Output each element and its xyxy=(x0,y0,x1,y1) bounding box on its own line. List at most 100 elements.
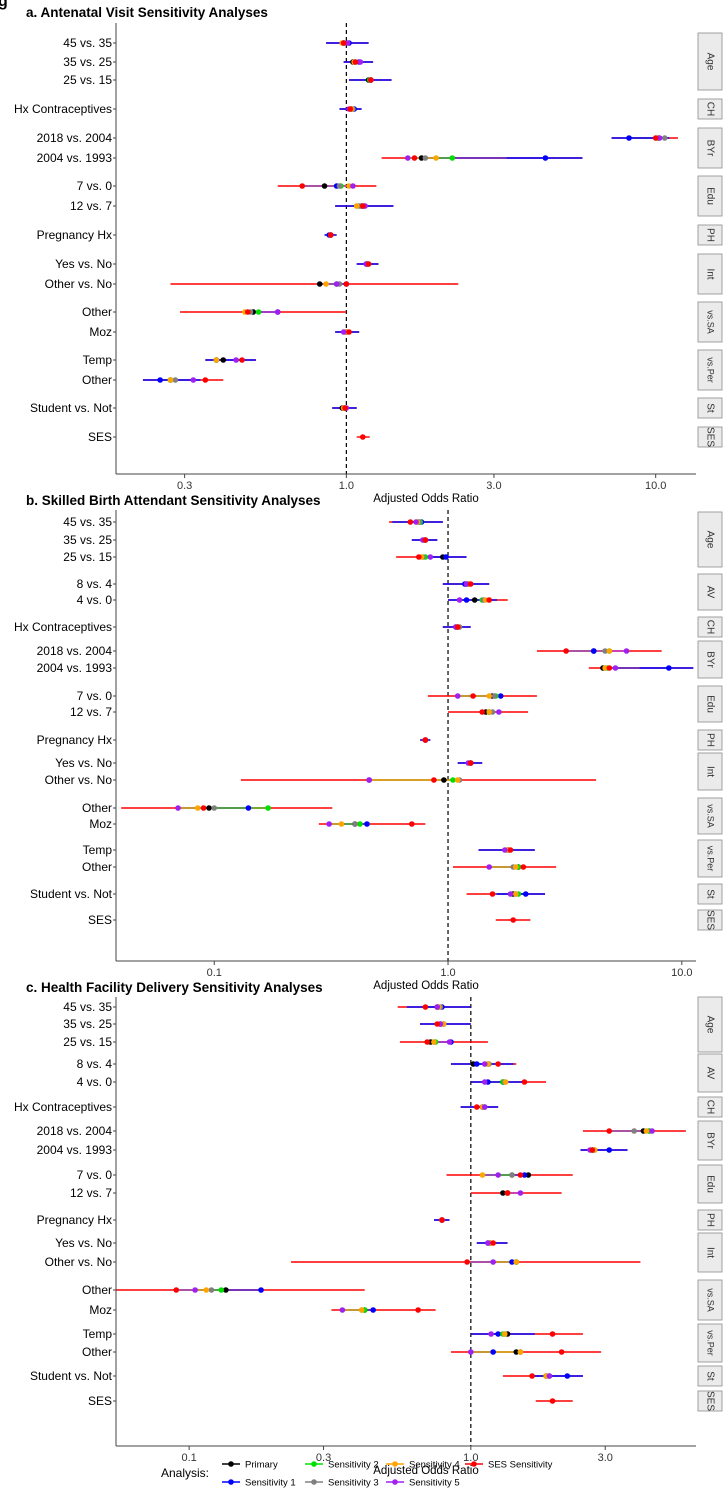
facet-strip-label: Age xyxy=(704,1016,715,1034)
point-estimate xyxy=(203,1287,210,1293)
row-label: Hx Contraceptives xyxy=(14,102,112,116)
header-fragment: g xyxy=(0,0,8,10)
point-estimate xyxy=(433,155,439,161)
point-estimate xyxy=(563,648,569,654)
facet-strip xyxy=(697,1120,723,1161)
forest-row: Temp xyxy=(83,1327,583,1341)
facet-strip xyxy=(697,98,723,120)
point-estimate xyxy=(507,891,514,897)
point-estimate xyxy=(439,1217,445,1223)
point-estimate xyxy=(517,1349,524,1355)
point-estimate xyxy=(495,1061,501,1067)
point-estimate xyxy=(415,1307,421,1313)
point-estimate xyxy=(656,135,663,141)
legend-label: Sensitivity 5 xyxy=(409,1478,460,1489)
point-estimate xyxy=(643,1128,650,1134)
facet-strip-label: PH xyxy=(704,733,715,747)
point-estimate xyxy=(501,1331,508,1337)
forest-row: 12 vs. 7 xyxy=(70,199,394,213)
point-estimate xyxy=(422,1004,429,1010)
point-estimate xyxy=(606,1147,613,1153)
facet-strip xyxy=(697,1390,723,1412)
point-estimate xyxy=(485,1240,491,1246)
point-estimate xyxy=(502,1079,509,1085)
point-estimate xyxy=(507,847,514,853)
facet-strip-label: CH xyxy=(704,102,715,116)
facet-strip xyxy=(697,224,723,246)
forest-row: 2004 vs. 1993 xyxy=(37,151,583,165)
facet-strip-label: PH xyxy=(704,228,715,242)
row-label: Temp xyxy=(83,353,113,367)
legend-item: Sensitivity 4 xyxy=(386,1460,460,1471)
point-estimate xyxy=(434,1004,441,1010)
facet-strip xyxy=(697,1323,723,1363)
point-estimate xyxy=(424,1039,430,1045)
point-estimate xyxy=(463,597,470,603)
forest-row: Hx Contraceptives xyxy=(14,620,471,634)
point-estimate xyxy=(321,183,328,189)
forest-row: Other vs. No xyxy=(45,773,597,787)
chart-panel-1: a. Antenatal Visit Sensitivity Analyses 0… xyxy=(14,5,723,505)
point-estimate xyxy=(626,135,632,141)
row-label: 4 vs. 0 xyxy=(77,1075,113,1089)
row-label: Temp xyxy=(83,1327,113,1341)
forest-row: 35 vs. 25 xyxy=(63,55,374,69)
point-estimate xyxy=(434,1021,441,1027)
forest-row: Moz xyxy=(89,325,360,339)
point-estimate xyxy=(486,597,492,603)
row-label: Student vs. Not xyxy=(30,887,113,901)
point-estimate xyxy=(463,581,470,587)
point-estimate xyxy=(470,693,476,699)
point-estimate xyxy=(407,519,414,525)
point-estimate xyxy=(175,805,181,811)
panels: a. Antenatal Visit Sensitivity Analyses 0… xyxy=(14,5,723,1477)
forest-row: Other xyxy=(82,1283,365,1297)
legend-item: Sensitivity 3 xyxy=(305,1478,379,1489)
forest-row: 12 vs. 7 xyxy=(70,1186,562,1200)
point-estimate xyxy=(521,1172,528,1178)
forest-row: 2018 vs. 2004 xyxy=(37,644,662,658)
point-estimate xyxy=(481,1079,488,1085)
point-estimate xyxy=(422,537,429,543)
point-estimate xyxy=(327,232,334,238)
facet-strip xyxy=(697,996,723,1053)
facet-strip xyxy=(697,729,723,751)
legend-title: Analysis: xyxy=(161,1466,209,1480)
forest-row: 2018 vs. 2004 xyxy=(37,131,678,145)
point-estimate xyxy=(517,1190,524,1196)
forest-row: Other vs. No xyxy=(45,277,459,291)
point-estimate xyxy=(255,309,262,315)
point-estimate xyxy=(173,1287,180,1293)
point-estimate xyxy=(411,155,418,161)
point-estimate xyxy=(525,1172,532,1178)
row-label: 7 vs. 0 xyxy=(77,1168,113,1182)
x-tick-label: 3.0 xyxy=(486,480,501,492)
forest-row: Temp xyxy=(83,353,256,367)
forest-row: 8 vs. 4 xyxy=(77,577,490,591)
row-label: 45 vs. 35 xyxy=(63,36,112,50)
x-tick-label: 1.0 xyxy=(440,967,455,979)
row-label: 12 vs. 7 xyxy=(70,705,112,719)
point-estimate xyxy=(211,805,218,811)
point-estimate xyxy=(342,405,348,411)
facet-strip-label: vs.Per xyxy=(706,357,716,383)
point-estimate xyxy=(666,665,672,671)
point-estimate xyxy=(265,805,271,811)
panel-title: b. Skilled Birth Attendant Sensitivity A… xyxy=(26,493,321,508)
forest-row: 7 vs. 0 xyxy=(77,179,377,193)
point-estimate xyxy=(350,183,356,189)
point-estimate xyxy=(489,891,496,897)
plot-area xyxy=(116,997,696,1446)
point-estimate xyxy=(606,665,613,671)
facet-strip xyxy=(697,426,723,448)
point-estimate xyxy=(490,1349,496,1355)
point-estimate xyxy=(490,1259,496,1265)
point-estimate xyxy=(167,377,174,383)
facet-strip-label: AV xyxy=(704,586,715,599)
point-estimate xyxy=(405,155,411,161)
facet-strip xyxy=(697,127,723,169)
point-estimate xyxy=(340,40,347,46)
point-estimate xyxy=(431,777,437,783)
point-estimate xyxy=(454,693,461,699)
